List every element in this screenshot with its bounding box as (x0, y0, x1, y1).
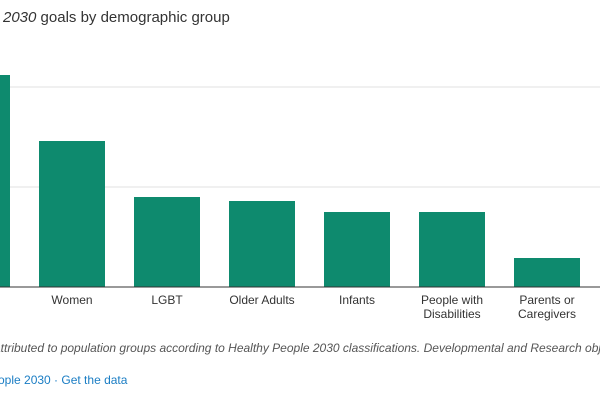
title-rest: goals by demographic group (36, 9, 229, 26)
x-tick-label-line: People with (421, 293, 483, 307)
x-tick-label-line: Parents or (519, 293, 574, 307)
x-tick-label-line: Disabilities (423, 307, 480, 321)
bar (0, 75, 10, 287)
bar (324, 212, 390, 287)
x-tick-label: LGBT (151, 293, 183, 307)
source-link[interactable]: ople 2030 · Get the data (0, 373, 128, 387)
bar (514, 258, 580, 287)
x-tick-label: Women (51, 293, 92, 307)
bar (39, 141, 105, 287)
chart-title: 2030 goals by demographic group (2, 9, 230, 26)
bar (419, 212, 485, 287)
x-tick-label: Parents or Caregivers (518, 293, 576, 321)
x-tick-label: Infants (339, 293, 375, 307)
title-italic: 2030 (2, 9, 37, 26)
bar (134, 197, 200, 287)
bar (229, 201, 295, 287)
chart-note: attributed to population groups accordin… (0, 341, 600, 355)
x-tick-label: People with Disabilities (421, 293, 483, 321)
x-tick-label: Older Adults (229, 293, 294, 307)
x-tick-label-line: Caregivers (518, 307, 576, 321)
